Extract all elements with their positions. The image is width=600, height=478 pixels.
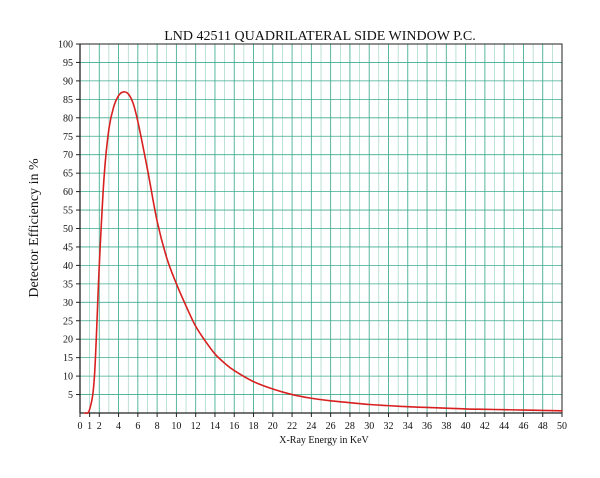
- y-tick-label: 25: [63, 316, 73, 327]
- y-tick-label: 10: [63, 372, 73, 383]
- x-tick-label: 26: [326, 421, 336, 432]
- y-tick-label: 70: [63, 150, 73, 161]
- y-tick-label: 30: [63, 298, 73, 309]
- x-tick-label: 32: [383, 421, 393, 432]
- x-tick-label: 1: [87, 421, 92, 432]
- x-tick-label: 6: [135, 421, 140, 432]
- y-tick-label: 85: [63, 95, 73, 106]
- grid: [79, 43, 563, 413]
- x-tick-label: 4: [116, 421, 121, 432]
- x-tick-label: 50: [557, 421, 567, 432]
- y-tick-label: 45: [63, 242, 73, 253]
- x-tick-label: 38: [441, 421, 451, 432]
- y-tick-label: 80: [63, 113, 73, 124]
- y-axis-label: Detector Efficiency in %: [27, 158, 42, 298]
- y-tick-label: 35: [63, 279, 73, 290]
- x-tick-label: 40: [461, 421, 471, 432]
- x-tick-label: 0: [78, 421, 83, 432]
- y-tick-label: 15: [63, 353, 73, 364]
- x-tick-label: 30: [364, 421, 374, 432]
- y-tick-label: 95: [63, 58, 73, 69]
- y-tick-label: 60: [63, 187, 73, 198]
- x-tick-label: 20: [268, 421, 278, 432]
- y-tick-label: 90: [63, 76, 73, 87]
- y-tick-label: 20: [63, 335, 73, 346]
- tick-labels: 0 1 2 4 6 8 10 12 14 16 18 20 22 24 26 28 30 32 34 36 38 40 42…: [58, 40, 567, 433]
- x-axis-label: X-Ray Energy in KeV: [279, 435, 369, 446]
- efficiency-curve: [84, 91, 563, 415]
- y-tick-label: 75: [63, 132, 73, 143]
- x-tick-label: 18: [249, 421, 259, 432]
- y-tick-label: 55: [63, 206, 73, 217]
- x-tick-label: 8: [155, 421, 160, 432]
- y-tick-label: 40: [63, 261, 73, 272]
- x-tick-label: 44: [499, 421, 509, 432]
- x-tick-label: 2: [97, 421, 102, 432]
- x-tick-label: 24: [306, 421, 316, 432]
- x-tick-label: 10: [171, 421, 181, 432]
- series-layer: [84, 91, 563, 415]
- x-tick-label: 42: [480, 421, 490, 432]
- chart-title: LND 42511 QUADRILATERAL SIDE WINDOW P.C.: [164, 29, 476, 44]
- y-tick-label: 50: [63, 224, 73, 235]
- x-tick-label: 14: [210, 421, 220, 432]
- y-tick-label: 65: [63, 169, 73, 180]
- x-tick-label: 28: [345, 421, 355, 432]
- x-tick-label: 34: [403, 421, 413, 432]
- x-tick-label: 12: [191, 421, 201, 432]
- x-tick-label: 22: [287, 421, 297, 432]
- x-tick-label: 46: [518, 421, 528, 432]
- x-tick-label: 36: [422, 421, 432, 432]
- x-tick-label: 48: [538, 421, 548, 432]
- y-tick-label: 100: [58, 40, 73, 51]
- y-tick-label: 5: [68, 390, 73, 401]
- x-tick-label: 16: [229, 421, 239, 432]
